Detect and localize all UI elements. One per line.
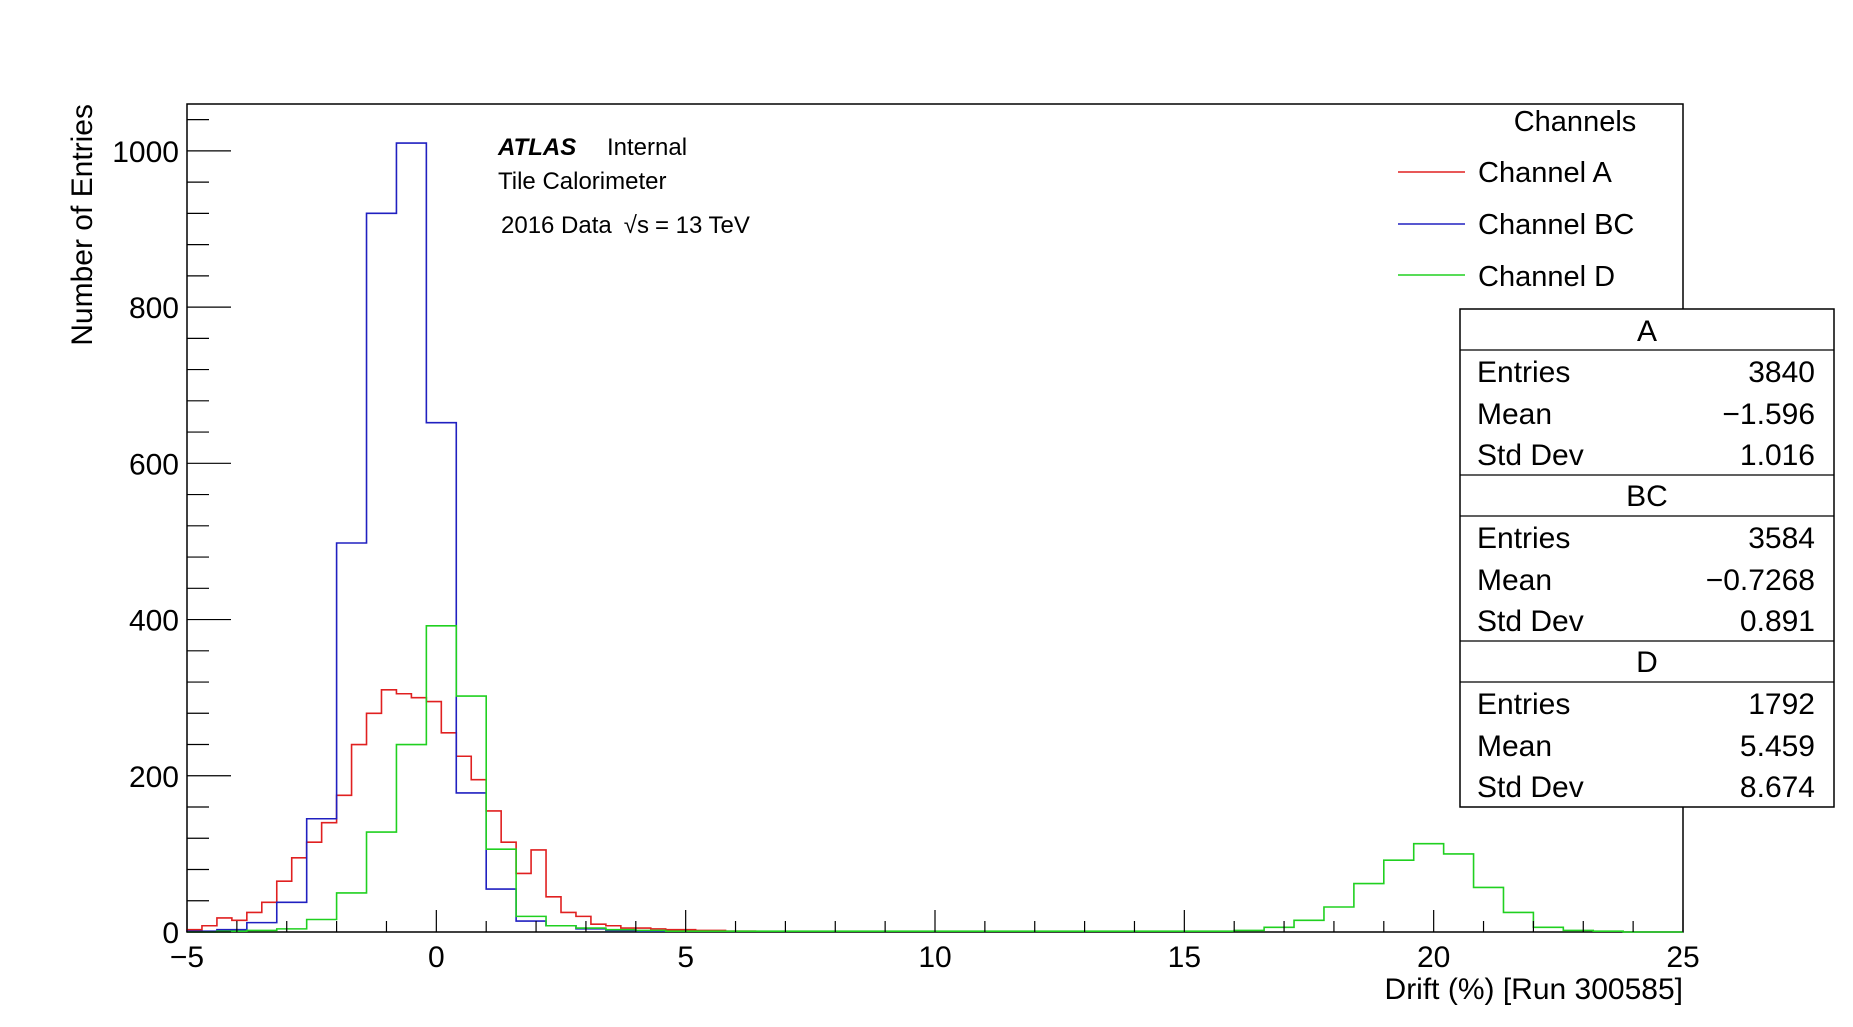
atlas-dataset-text: 2016 Data √s = 13 TeV (501, 212, 750, 239)
stats-label: Entries (1477, 522, 1570, 555)
y-tick-label: 200 (129, 761, 179, 794)
histogram-d (187, 625, 1683, 933)
stats-header-a: A (1637, 315, 1657, 348)
x-tick-label: 15 (1168, 941, 1201, 974)
stats-label: Mean (1477, 564, 1552, 597)
stats-label: Entries (1477, 688, 1570, 721)
x-tick-label: 0 (428, 941, 445, 974)
atlas-status-text: Internal (607, 134, 687, 161)
legend-label-channel-bc: Channel BC (1478, 209, 1634, 241)
y-tick-label: 0 (162, 917, 179, 950)
y-axis-title: Number of Entries (66, 104, 99, 346)
stats-label: Std Dev (1477, 771, 1584, 804)
x-tick-label: 20 (1417, 941, 1450, 974)
atlas-logo-text: ATLAS (497, 134, 576, 161)
x-tick-label: 25 (1666, 941, 1699, 974)
x-tick-label: 10 (918, 941, 951, 974)
y-tick-label: 600 (129, 448, 179, 481)
atlas-detector-text: Tile Calorimeter (498, 168, 666, 195)
y-tick-label: 1000 (112, 136, 179, 169)
x-tick-label: −5 (170, 941, 204, 974)
y-tick-label: 800 (129, 292, 179, 325)
stats-value: 1792 (1748, 688, 1815, 721)
stats-label: Std Dev (1477, 439, 1584, 472)
stats-label: Entries (1477, 356, 1570, 389)
stats-value: 8.674 (1740, 771, 1815, 804)
stats-value: 5.459 (1740, 730, 1815, 763)
stats-value: 3840 (1748, 356, 1815, 389)
x-axis: −5 0 5 10 15 20 25 (170, 910, 1700, 974)
stats-box: A Entries 3840 Mean −1.596 Std Dev 1.016… (1459, 308, 1835, 808)
stats-value: 0.891 (1740, 605, 1815, 638)
stats-header-bc: BC (1626, 480, 1668, 513)
y-tick-label: 400 (129, 605, 179, 638)
stats-value: 3584 (1748, 522, 1815, 555)
stats-label: Mean (1477, 398, 1552, 431)
stats-label: Std Dev (1477, 605, 1584, 638)
histogram-series-group (186, 142, 1683, 933)
legend-label-channel-a: Channel A (1478, 157, 1612, 189)
stats-box-frame (1459, 308, 1835, 808)
atlas-sqrt-s: √s (624, 212, 649, 239)
stats-label: Mean (1477, 730, 1552, 763)
legend-title: Channels (1514, 106, 1637, 138)
atlas-energy: = 13 TeV (655, 212, 750, 239)
legend-label-channel-d: Channel D (1478, 261, 1615, 293)
atlas-dataset-prefix: 2016 Data (501, 212, 612, 239)
stats-value: −1.596 (1722, 398, 1815, 431)
stats-header-d: D (1636, 646, 1658, 679)
stats-value: 1.016 (1740, 439, 1815, 472)
stats-value: −0.7268 (1706, 564, 1815, 597)
x-tick-label: 5 (677, 941, 694, 974)
legend: Channels Channel A Channel BC Channel D (1398, 106, 1636, 293)
y-axis: 0 200 400 600 800 1000 (112, 119, 231, 950)
atlas-label: ATLAS Internal Tile Calorimeter 2016 Dat… (497, 134, 750, 239)
x-axis-title: Drift (%) [Run 300585] (1385, 973, 1683, 1006)
